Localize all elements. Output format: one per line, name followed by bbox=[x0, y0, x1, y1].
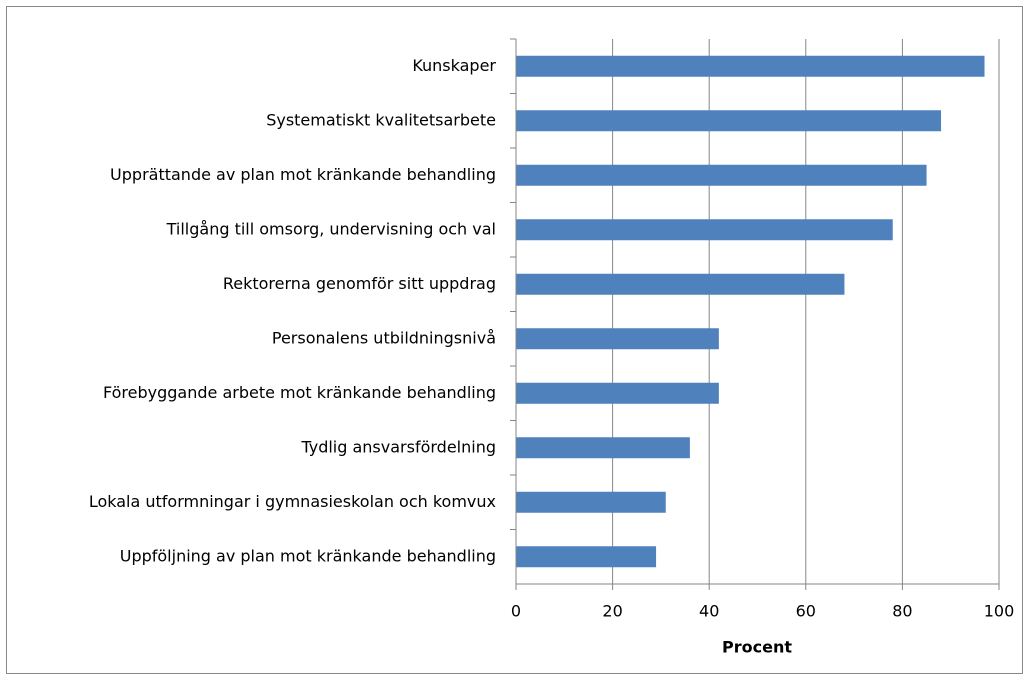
x-tick-label: 100 bbox=[984, 602, 1015, 621]
y-tick-label: Lokala utformningar i gymnasieskolan och… bbox=[89, 492, 496, 511]
x-tick-label: 60 bbox=[796, 602, 816, 621]
y-tick-label: Förebyggande arbete mot kränkande behand… bbox=[103, 383, 496, 402]
bar bbox=[516, 382, 719, 404]
x-tick-label: 80 bbox=[892, 602, 912, 621]
y-tick-label: Upprättande av plan mot kränkande behand… bbox=[110, 165, 496, 184]
x-axis-title: Procent bbox=[722, 638, 792, 657]
y-tick-label: Systematiskt kvalitetsarbete bbox=[266, 110, 496, 129]
x-tick-label: 20 bbox=[602, 602, 622, 621]
x-tick-label: 0 bbox=[511, 602, 521, 621]
y-tick-label: Kunskaper bbox=[412, 56, 496, 75]
x-tick-label: 40 bbox=[699, 602, 719, 621]
bar bbox=[516, 164, 927, 186]
bar bbox=[516, 437, 690, 459]
bar bbox=[516, 491, 666, 513]
bar bbox=[516, 55, 985, 77]
bar bbox=[516, 110, 942, 132]
y-tick-label: Personalens utbildningsnivå bbox=[272, 328, 496, 347]
bar bbox=[516, 273, 845, 295]
chart-frame bbox=[6, 6, 1023, 674]
y-tick-label: Tydlig ansvarsfördelning bbox=[300, 437, 496, 456]
bar bbox=[516, 219, 893, 241]
bar bbox=[516, 328, 719, 350]
bar bbox=[516, 546, 657, 568]
y-tick-label: Uppföljning av plan mot kränkande behand… bbox=[120, 546, 496, 565]
y-tick-label: Tillgång till omsorg, undervisning och v… bbox=[166, 219, 496, 238]
y-tick-label: Rektorerna genomför sitt uppdrag bbox=[223, 274, 496, 293]
